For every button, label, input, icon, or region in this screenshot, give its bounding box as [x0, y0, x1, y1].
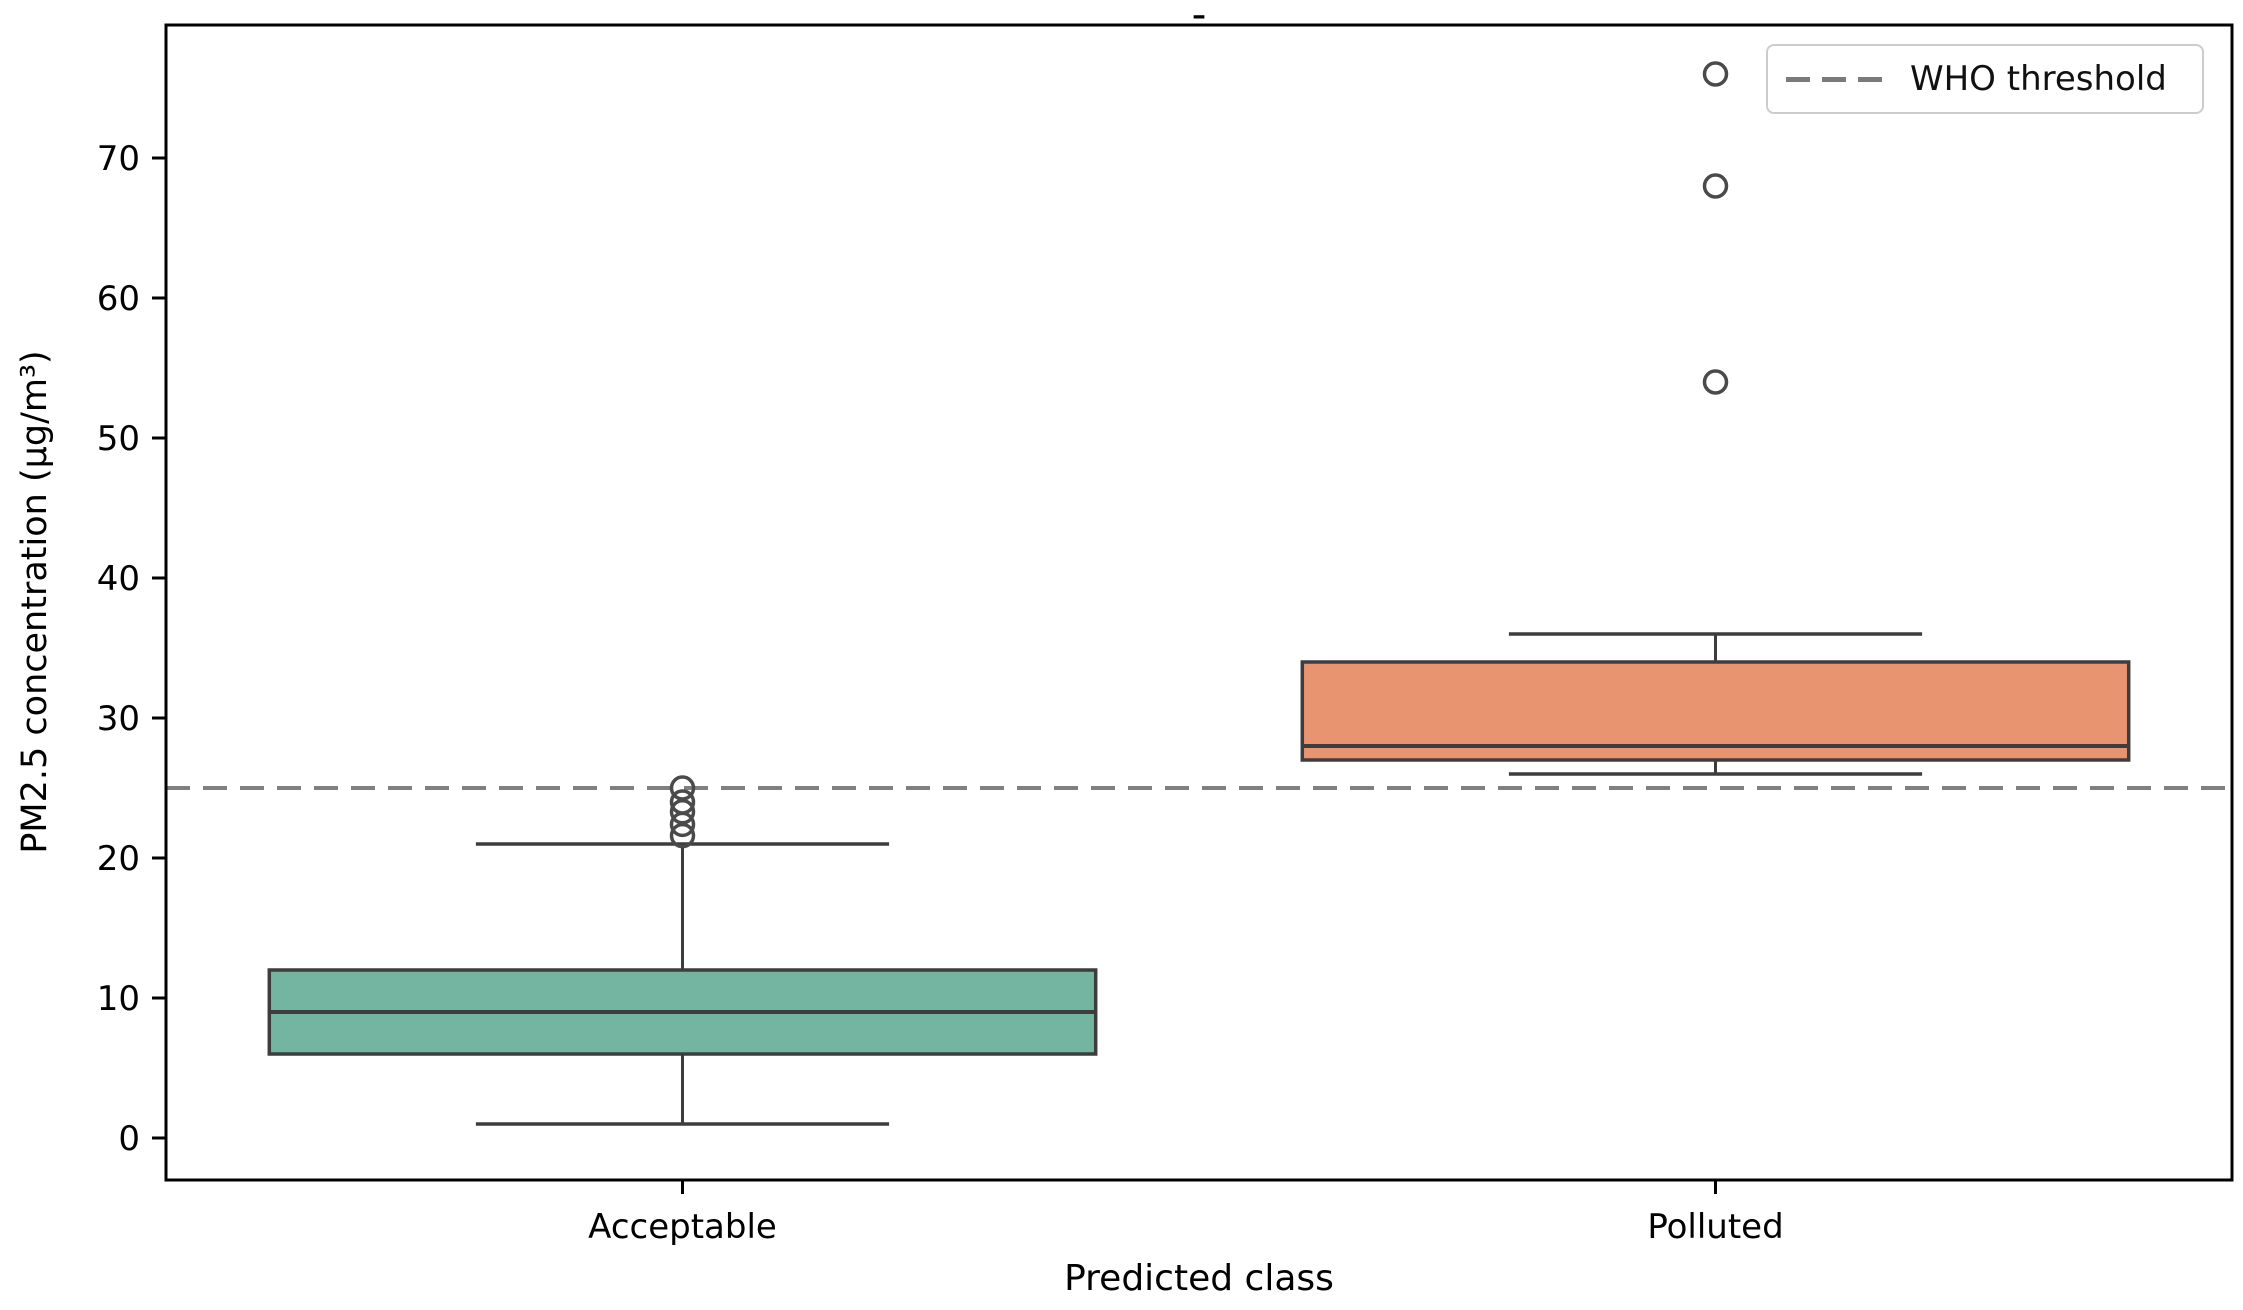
dashed-line-sample [1786, 76, 1888, 82]
outlier-point-acceptable [669, 789, 696, 815]
y-tick-label: 20 [97, 839, 140, 879]
legend: WHO threshold [1766, 44, 2204, 114]
outlier-point-acceptable [669, 775, 696, 801]
chart-title: - [1191, 0, 1207, 38]
outlier-point-acceptable [669, 799, 696, 825]
x-axis-label: Predicted class [1064, 1258, 1334, 1299]
outlier-point-polluted [1702, 173, 1729, 199]
box-polluted [1300, 660, 2131, 762]
legend-label: WHO threshold [1910, 59, 2167, 99]
outlier-point-acceptable [669, 822, 696, 849]
x-tick-label-acceptable: Acceptable [588, 1207, 777, 1247]
outlier-point-polluted [1702, 61, 1729, 87]
y-tick-label: 50 [97, 419, 140, 459]
y-tick-label: 70 [97, 139, 140, 179]
outlier-point-polluted [1702, 369, 1729, 395]
y-tick-label: 10 [97, 979, 140, 1019]
y-tick-label: 0 [118, 1119, 140, 1159]
y-tick-label: 30 [97, 699, 140, 739]
y-tick-label: 60 [97, 279, 140, 319]
x-tick-label-polluted: Polluted [1647, 1207, 1783, 1247]
axes-spines [164, 23, 2234, 1182]
y-tick-label: 40 [97, 559, 140, 599]
